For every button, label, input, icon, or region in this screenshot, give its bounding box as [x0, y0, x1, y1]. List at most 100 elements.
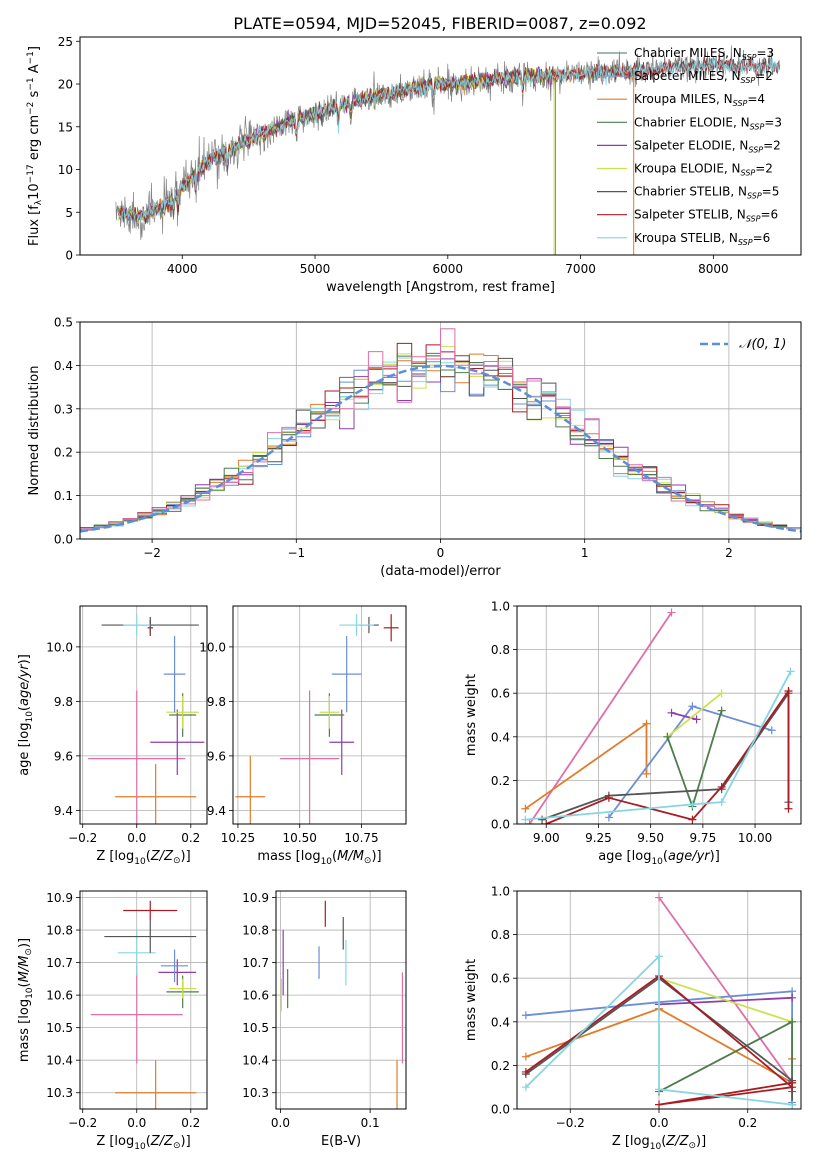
errorbar-point: [115, 1060, 197, 1109]
y-tick-label: 10.9: [242, 891, 269, 905]
weight-marker: [604, 793, 613, 802]
normal-reference-curve: [80, 364, 801, 533]
x-tick-label: 0.2: [738, 1116, 757, 1130]
marks: [521, 893, 797, 1109]
errorbar-point: [104, 920, 197, 953]
chart-spectrum: 4000 5000 6000 7000 8000 0 5 10 15 20 25 Chabrier M…: [26, 35, 802, 295]
y-tick-label: 15: [58, 120, 73, 134]
y-tick-label: 9.8: [207, 695, 226, 709]
plot-area: [517, 606, 801, 824]
y-tick-label: 0.8: [491, 643, 510, 657]
grid: [233, 606, 406, 824]
y-tick-label: 0.4: [54, 359, 73, 373]
weight-line: [658, 996, 793, 1006]
y-axis-label: mass weight: [464, 674, 479, 756]
y-tick-label: 0.1: [54, 489, 73, 503]
weight-marker: [784, 687, 793, 696]
x-axis-label: Z [log10(Z/Z⊙)]: [96, 849, 190, 867]
errorbar-point: [150, 709, 205, 775]
errorbar-point: [331, 635, 362, 713]
weight-marker: [655, 952, 663, 961]
marks: [280, 900, 404, 1109]
errorbar-point: [123, 614, 151, 636]
y-tick-label: 0: [65, 249, 73, 263]
marks: [88, 614, 205, 824]
errorbar-point: [339, 614, 374, 636]
y-tick-label: 0.6: [491, 687, 510, 701]
plot-area: [80, 891, 207, 1109]
y-tick-label: 10.9: [46, 891, 73, 905]
y-tick-label: 1.0: [491, 600, 510, 614]
y-tick-label: 5: [65, 206, 73, 220]
errorbar-point: [90, 965, 183, 1064]
x-axis-label: (data-model)/error: [380, 564, 501, 579]
weight-marker: [788, 993, 797, 1002]
y-tick-label: 9.6: [207, 749, 226, 763]
weight-marker: [788, 1078, 797, 1087]
x-tick-label: 0.0: [649, 1116, 668, 1130]
errorbar-point: [235, 755, 266, 824]
x-tick-label: 4000: [167, 262, 198, 276]
x-tick-label: 0.2: [181, 831, 200, 845]
legend-label: Kroupa MILES, NSSP=4: [634, 92, 765, 108]
plot-area: [276, 891, 406, 1109]
y-tick-label: 10: [58, 163, 73, 177]
x-tick-label: 6000: [433, 262, 464, 276]
weight-marker: [788, 1100, 797, 1109]
axes-frame: [516, 890, 802, 1110]
weight-marker: [521, 815, 530, 824]
x-tick-label: 2: [725, 546, 733, 560]
errorbar-point: [123, 900, 178, 921]
weight-marker: [688, 702, 697, 711]
weight-line: [525, 977, 793, 1105]
spectrum-model-line: [118, 52, 781, 224]
grid: [276, 891, 406, 1109]
weight-marker: [655, 1085, 663, 1094]
marks: [235, 614, 399, 824]
errorbar-point: [161, 949, 189, 983]
weight-marker: [604, 813, 613, 822]
y-tick-label: 9.4: [207, 804, 226, 818]
x-axis-label: Z [log10(Z/Z⊙)]: [612, 1134, 706, 1152]
y-tick-label: 1.0: [491, 885, 510, 899]
y-tick-label: 25: [58, 35, 73, 49]
grid: [80, 891, 207, 1109]
chart-age-vs-Z: −0.2 0.0 0.2 9.4 9.6 9.8 10.0 Z [log10(Z/Z⊙)] ag…: [17, 605, 208, 867]
legend-label: Kroupa ELODIE, NSSP=2: [634, 162, 773, 178]
y-tick-label: 0.5: [54, 316, 73, 330]
weight-marker: [717, 782, 726, 791]
errorbar-point: [88, 690, 186, 824]
weight-marker: [663, 732, 672, 741]
x-tick-label: 10.00: [738, 831, 772, 845]
errorbar-point: [166, 695, 199, 729]
x-axis-label: age [log10(age/yr)]: [598, 849, 720, 867]
marks: [90, 900, 199, 1109]
marks: [115, 45, 781, 255]
weight-marker: [642, 769, 651, 778]
errorbar-point: [158, 959, 197, 986]
weight-line: [525, 670, 792, 821]
x-tick-label: 0.0: [127, 1116, 146, 1130]
weight-marker: [521, 1011, 530, 1020]
y-tick-label: 9.8: [54, 695, 73, 709]
y-tick-label: 10.4: [242, 1054, 269, 1068]
legend-label: Chabrier MILES, NSSP=3: [634, 46, 774, 62]
weight-marker: [642, 719, 651, 728]
marks: [80, 328, 801, 533]
x-tick-label: 8000: [698, 262, 729, 276]
legend-label: Salpeter ELODIE, NSSP=2: [634, 138, 781, 154]
weight-marker: [688, 815, 697, 824]
errorbar-point: [279, 690, 340, 824]
weight-marker: [692, 715, 701, 724]
legend-label: Salpeter STELIB, NSSP=6: [634, 208, 778, 224]
legend-label: 𝒩(0, 1): [739, 337, 786, 352]
x-tick-label: −2: [143, 546, 161, 560]
chart-mass-vs-EBV: 0.0 0.1 10.3 10.4 10.5 10.6 10.7 10.8 10.9 E(B-V): [242, 890, 407, 1149]
chart-age-vs-mass: 10.25 10.50 10.75 9.4 9.6 9.8 10.0 mass [log10(…: [199, 605, 407, 867]
weight-line: [666, 692, 723, 738]
plot-area: [80, 37, 801, 255]
y-tick-label: 0.0: [491, 1103, 510, 1117]
x-tick-label: 10.50: [283, 831, 317, 845]
x-tick-label: 1: [581, 546, 589, 560]
spectrum-legend: Chabrier MILES, NSSP=3 Salpeter MILES, NS…: [597, 46, 782, 247]
